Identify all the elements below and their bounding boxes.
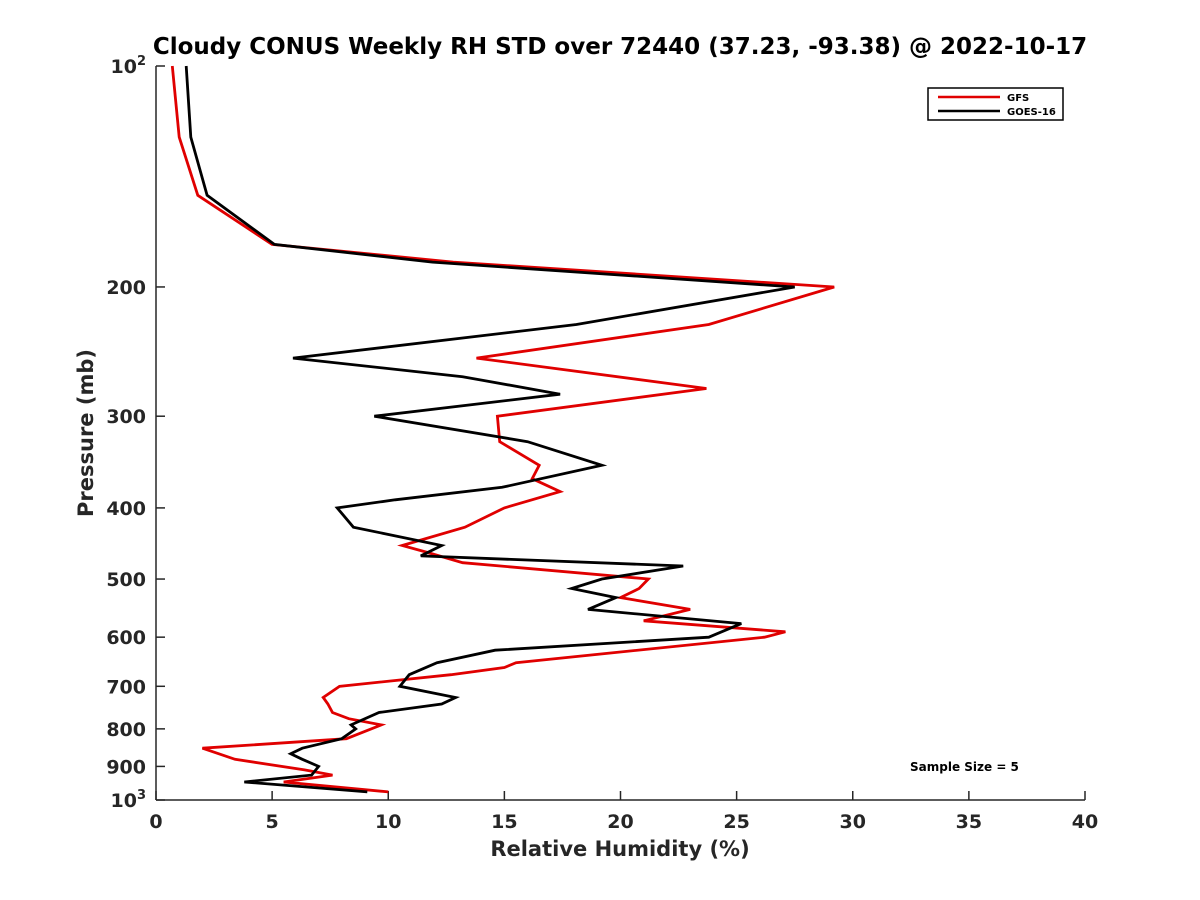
y-tick-label: 400 bbox=[106, 498, 146, 520]
x-axis-title: Relative Humidity (%) bbox=[490, 837, 749, 861]
y-tick-label: 300 bbox=[106, 406, 146, 428]
x-tick-label: 20 bbox=[607, 811, 633, 833]
x-axis-ticks: 0 5 10 15 20 25 30 35 40 bbox=[149, 791, 1098, 833]
x-tick-label: 35 bbox=[956, 811, 982, 833]
y-tick-label: 102 bbox=[111, 54, 147, 78]
sample-size-annotation: Sample Size = 5 bbox=[910, 760, 1019, 774]
series-line-goes16 bbox=[184, 65, 795, 794]
x-tick-label: 25 bbox=[723, 811, 749, 833]
y-tick-label: 900 bbox=[106, 756, 146, 778]
y-tick-label: 200 bbox=[106, 277, 146, 299]
x-tick-label: 10 bbox=[375, 811, 401, 833]
y-axis-title: Pressure (mb) bbox=[74, 349, 98, 517]
plot-area bbox=[155, 66, 1085, 801]
x-tick-label: 30 bbox=[840, 811, 866, 833]
legend-box bbox=[927, 87, 1064, 121]
y-tick-label: 500 bbox=[106, 569, 146, 591]
y-tick-label: 700 bbox=[106, 676, 146, 698]
y-tick-label: 800 bbox=[106, 719, 146, 741]
y-tick-label: 600 bbox=[106, 627, 146, 649]
x-tick-label: 15 bbox=[491, 811, 517, 833]
series-line-gfs bbox=[170, 65, 835, 794]
x-tick-label: 0 bbox=[149, 811, 162, 833]
chart-title: Cloudy CONUS Weekly RH STD over 72440 (3… bbox=[153, 34, 1087, 60]
series-layer bbox=[170, 65, 835, 794]
x-tick-label: 5 bbox=[266, 811, 279, 833]
y-tick-label: 103 bbox=[111, 788, 147, 812]
legend: GFS GOES-16 bbox=[927, 87, 1064, 121]
legend-label-gfs: GFS bbox=[1007, 93, 1029, 104]
x-tick-label: 40 bbox=[1072, 811, 1098, 833]
y-axis-ticks: 102 200 300 400 500 600 700 800 900 103 bbox=[106, 54, 165, 812]
legend-label-goes16: GOES-16 bbox=[1007, 107, 1056, 118]
